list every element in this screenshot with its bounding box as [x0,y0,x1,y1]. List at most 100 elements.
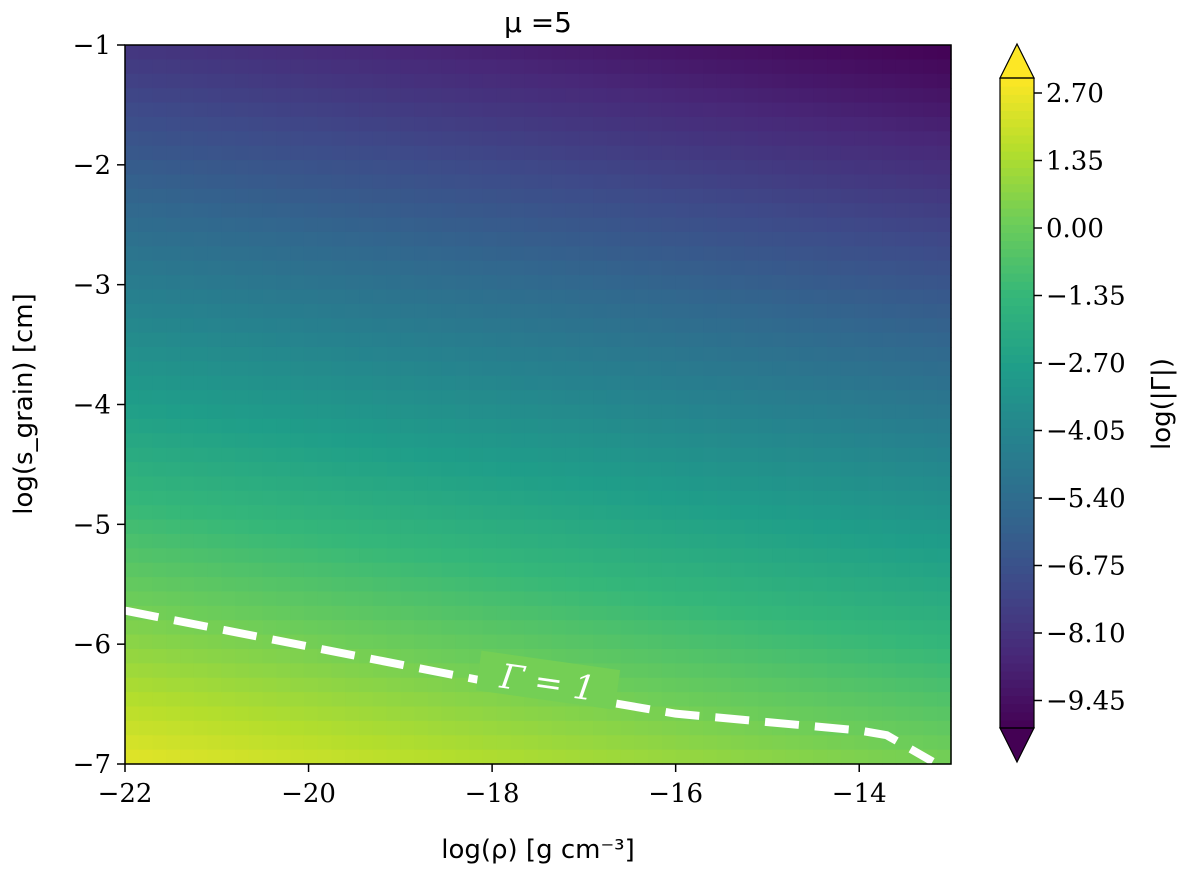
heatmap-cell [937,73,952,89]
heatmap-cell [758,433,773,449]
heatmap-cell [221,375,236,391]
heatmap-cell [799,217,814,233]
heatmap-cell [730,332,746,348]
heatmap-cell [689,203,704,219]
heatmap-cell [634,605,649,621]
heatmap-cell [235,45,250,60]
heatmap-cell [565,735,580,751]
heatmap-cell [221,548,236,564]
heatmap-cell [689,188,704,204]
heatmap-cell [166,505,181,521]
heatmap-cell [180,246,195,262]
heatmap-cell [840,749,856,765]
heatmap-cell [772,131,787,147]
heatmap-cell [235,562,250,578]
heatmap-cell [827,275,842,291]
heatmap-cell [496,174,512,190]
heatmap-cell [359,289,374,305]
heatmap-cell [180,59,195,75]
heatmap-cell [166,591,181,607]
heatmap-cell [813,418,828,434]
heatmap-cell [785,505,801,521]
heatmap-cell [634,533,649,549]
heatmap-cell [538,59,553,75]
heatmap-cell [469,533,484,549]
heatmap-cell [400,217,415,233]
heatmap-cell [565,462,580,477]
heatmap-cell [854,634,869,650]
heatmap-cell [455,663,470,679]
heatmap-cell [469,418,484,434]
heatmap-cell [427,749,443,765]
heatmap-cell [730,476,746,492]
colorbar-tick-label: −4.05 [1046,417,1126,447]
heatmap-cell [620,418,635,434]
heatmap-cell [345,160,360,176]
heatmap-cell [152,418,167,434]
heatmap-cell [290,231,305,247]
heatmap-cell [579,116,594,132]
heatmap-cell [827,318,842,334]
heatmap-cell [854,318,869,334]
heatmap-cell [538,375,553,391]
heatmap-cell [441,533,456,549]
heatmap-cell [496,634,512,650]
heatmap-cell [414,88,429,104]
heatmap-cell [524,361,539,377]
heatmap-cell [345,404,360,420]
heatmap-cell [317,318,333,334]
heatmap-cell [455,160,470,176]
heatmap-cell [744,59,759,75]
heatmap-cell [469,188,484,204]
heatmap-cell [317,634,333,650]
heatmap-cell [909,490,925,506]
heatmap-cell [675,577,691,593]
heatmap-cell [524,404,539,420]
heatmap-cell [538,706,553,722]
heatmap-cell [744,505,759,521]
heatmap-cell [180,720,195,736]
heatmap-cell [510,332,525,348]
heatmap-cell [290,203,305,219]
heatmap-cell [180,648,195,664]
heatmap-cell [648,260,663,276]
heatmap-cell [152,174,167,190]
heatmap-cell [854,677,869,693]
heatmap-cell [785,73,801,89]
heatmap-cell [524,332,539,348]
heatmap-cell [193,390,209,406]
heatmap-cell [689,749,704,765]
heatmap-cell [868,749,883,765]
heatmap-cell [180,361,195,377]
heatmap-cell [482,73,498,89]
heatmap-cell [317,289,333,305]
colorbar-segment [1000,289,1034,298]
heatmap-cell [441,346,456,362]
heatmap-cell [180,346,195,362]
heatmap-cell [414,231,429,247]
heatmap-cell [882,346,897,362]
heatmap-cell [441,318,456,334]
heatmap-cell [579,45,594,60]
heatmap-cell [840,289,856,305]
heatmap-cell [744,246,759,262]
colorbar-segment [1000,687,1034,697]
heatmap-cell [290,605,305,621]
heatmap-cell [730,720,746,736]
heatmap-cell [854,88,869,104]
heatmap-cell [854,59,869,75]
heatmap-cell [290,720,305,736]
heatmap-cell [703,332,718,348]
heatmap-cell [441,447,456,463]
heatmap-cell [414,318,429,334]
heatmap-cell [482,418,498,434]
heatmap-cell [620,634,635,650]
heatmap-cell [482,361,498,377]
heatmap-cell [785,577,801,593]
colorbar-segment [1000,524,1034,534]
heatmap-cell [882,706,897,722]
heatmap-cell [606,476,622,492]
heatmap-cell [248,692,264,708]
heatmap-cell [744,188,759,204]
